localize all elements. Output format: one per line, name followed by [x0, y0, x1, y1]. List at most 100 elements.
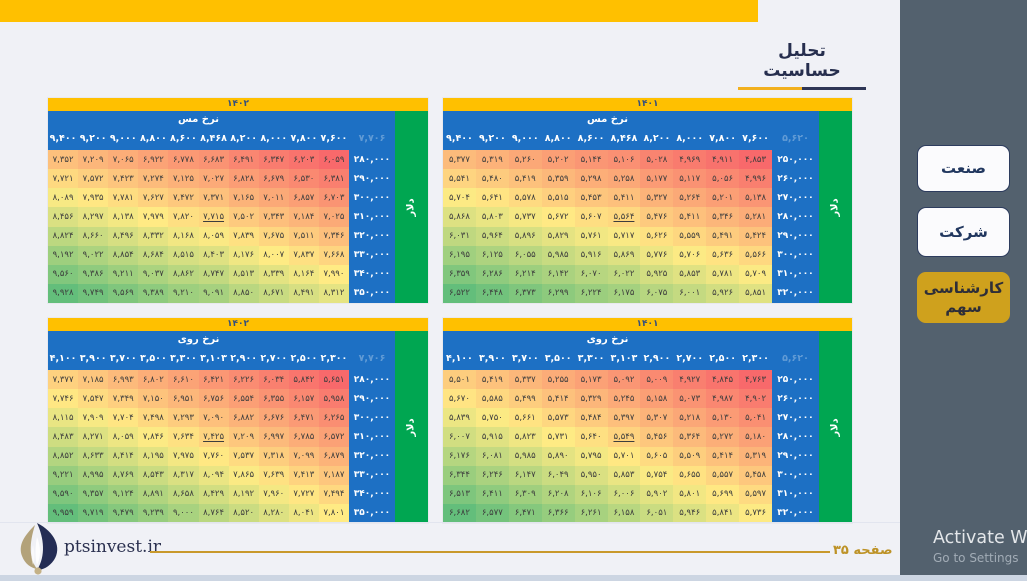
table-row: ۵,۵۴۱ ۵,۴۸۰ ۵,۴۱۹ ۵,۳۵۹ ۵,۲۹۸ ۵,۲۵۸ ۵,۱۷۷ ۵,۱۱۷…	[443, 169, 819, 189]
table-row: ۹,۲۲۱ ۸,۹۹۵ ۸,۷۶۹ ۸,۵۴۳ ۸,۳۱۷ ۸,۰۹۴ ۷,۸۶۵ ۷,۶۳۹…	[48, 465, 395, 485]
heat-cell: ۵,۷۳۷	[508, 207, 542, 227]
table-row: ۹,۹۲۸ ۹,۷۴۹ ۹,۵۶۹ ۹,۳۸۹ ۹,۲۱۰ ۹,۰۹۱ ۸,۸۵۰ ۸,۶۷۱…	[48, 283, 395, 303]
heat-cell: ۵,۵۵۹	[673, 226, 707, 246]
heat-cell: ۵,۴۱۴	[706, 446, 740, 466]
heat-cell: ۵,۸۰۳	[475, 207, 509, 227]
table-row: ۵,۷۰۴ ۵,۶۴۱ ۵,۵۷۸ ۵,۵۱۵ ۵,۴۵۳ ۵,۴۱۱ ۵,۳۲۷ ۵,۲۶۴…	[443, 188, 819, 208]
sidebar-button-industry[interactable]: صنعت	[917, 145, 1010, 192]
heat-cell: ۶,۰۰۷	[443, 427, 476, 447]
heat-cell: ۶,۳۵۵	[258, 389, 289, 409]
sensitivity-table-1402-zinc: ۱۴۰۲ نرخ روی ۴,۱۰۰ ۳,۹۰۰ ۳,۷۰۰ ۳,۵۰۰ ۳,۳۰۰ ۳,۱۰…	[48, 318, 428, 523]
heat-cell: ۷,۹۳۵	[78, 188, 109, 208]
heat-cell: ۸,۴۹۶	[108, 226, 139, 246]
heat-cell: ۵,۷۵۰	[475, 408, 509, 428]
heat-cell: ۶,۰۷۵	[640, 283, 674, 303]
heat-cell: ۵,۱۷۳	[574, 370, 608, 390]
heat-cell: ۸,۸۶۲	[168, 264, 199, 284]
sidebar-button-company[interactable]: شرکت	[917, 207, 1010, 257]
heat-cell: ۶,۰۲۲	[607, 264, 641, 284]
heat-cell: ۴,۸۵۳	[739, 150, 772, 170]
heat-cell: ۵,۸۹۰	[541, 446, 575, 466]
column-header: ۸,۸۰۰	[544, 133, 572, 144]
heat-cell: ۵,۲۱۸	[673, 408, 707, 428]
heat-cell: ۶,۰۵۱	[640, 503, 674, 523]
heat-cell: ۸,۷۶۴	[198, 503, 229, 523]
heat-cell: ۷,۹۷۵	[168, 446, 199, 466]
heat-cell: ۵,۶۰۷	[574, 207, 608, 227]
activate-windows-text: Activate W	[933, 528, 1027, 548]
table-row: ۶,۳۵۹ ۶,۲۸۶ ۶,۲۱۴ ۶,۱۴۲ ۶,۰۷۰ ۶,۰۲۲ ۵,۹۲۵ ۵,۸۵۳…	[443, 264, 819, 284]
column-header: ۸,۰۰۰	[260, 133, 288, 144]
heat-cell: ۴,۹۱۱	[706, 150, 740, 170]
heat-cell: ۵,۷۸۱	[706, 264, 740, 284]
heat-cell: ۵,۶۷۲	[541, 207, 575, 227]
heat-cell: ۵,۹۱۶	[574, 245, 608, 265]
heat-cell: ۶,۸۸۲	[228, 408, 259, 428]
heat-cell: ۷,۷۸۱	[108, 188, 139, 208]
heat-cell: ۷,۴۱۳	[288, 465, 319, 485]
heat-cell: ۶,۳۰۹	[508, 484, 542, 504]
heat-cell: ۷,۶۲۷	[138, 188, 169, 208]
heat-cell: ۸,۰۵۹	[198, 226, 229, 246]
table-main: نرخ مس ۹,۴۰۰ ۹,۲۰۰ ۹,۰۰۰ ۸,۸۰۰ ۸,۶۰۰ ۸,۴۶۸ ۸,۲۰…	[48, 111, 395, 303]
heat-cell: ۵,۳۶۴	[673, 427, 707, 447]
heat-cell: ۸,۰۸۹	[48, 188, 79, 208]
column-header: ۲,۷۰۰	[676, 353, 704, 364]
heat-cell: ۶,۱۰۶	[574, 484, 608, 504]
heat-cell: ۷,۵۰۲	[228, 207, 259, 227]
heat-cell: ۵,۴۵۸	[739, 465, 772, 485]
table-row: ۵,۵۰۱ ۵,۴۱۹ ۵,۳۳۷ ۵,۲۵۵ ۵,۱۷۳ ۵,۰۹۲ ۵,۰۰۹ ۴,۹۲۷…	[443, 370, 819, 390]
heat-cell: ۵,۰۲۸	[640, 150, 674, 170]
heat-cell: ۸,۶۳۳	[78, 446, 109, 466]
heat-cell: ۸,۴۸۳	[48, 427, 79, 447]
heat-cell: ۹,۰۹۱	[198, 283, 229, 303]
heat-cell: ۵,۰۰۹	[640, 370, 674, 390]
column-header: ۹,۲۰۰	[79, 133, 107, 144]
heat-cell: ۵,۳۱۹	[739, 446, 772, 466]
heat-cell: ۸,۸۵۲	[48, 446, 79, 466]
heat-cell: ۷,۸۲۰	[168, 207, 199, 227]
heat-cell: ۹,۹۵۹	[48, 503, 79, 523]
heat-cell: ۷,۲۰۹	[78, 150, 109, 170]
table-row: ۵,۳۷۷ ۵,۳۱۹ ۵,۲۶۰ ۵,۲۰۲ ۵,۱۴۴ ۵,۱۰۶ ۵,۰۲۸ ۴,۹۶۹…	[443, 150, 819, 170]
heat-cell: ۴,۸۴۵	[706, 370, 740, 390]
heat-cell: ۵,۲۷۲	[706, 427, 740, 447]
heat-cell: ۶,۰۷۰	[574, 264, 608, 284]
dollar-rate-row-label: ۳۵۰,۰۰۰	[349, 503, 395, 523]
sidebar-button-stock-analysis[interactable]: کارشناسی سهم	[917, 272, 1010, 323]
dollar-unit-label: دلار	[830, 417, 841, 437]
table-year-label: ۱۴۰۲	[48, 318, 428, 331]
column-header: ۹,۰۰۰	[109, 133, 137, 144]
heat-cell: ۶,۸۷۹	[318, 446, 349, 466]
heat-cell: ۵,۴۵۶	[640, 427, 674, 447]
heat-cell: ۶,۳۵۹	[443, 264, 476, 284]
heat-cell: ۸,۸۲۴	[48, 226, 79, 246]
dollar-rate-row-label: ۲۸۰,۰۰۰	[349, 370, 395, 390]
heat-cell: ۵,۷۱۷	[607, 226, 641, 246]
table-row: ۹,۵۹۰ ۹,۳۵۷ ۹,۱۲۴ ۸,۸۹۱ ۸,۶۵۸ ۸,۴۲۹ ۸,۱۹۲ ۷,۹۶۰…	[48, 484, 395, 504]
heat-cell: ۶,۶۷۹	[258, 169, 289, 189]
dollar-rate-row-label: ۳۴۰,۰۰۰	[349, 484, 395, 504]
table-main: نرخ روی ۴,۱۰۰ ۳,۹۰۰ ۳,۷۰۰ ۳,۵۰۰ ۳,۳۰۰ ۳,۱۰۳ ۲,۹…	[48, 331, 395, 523]
heat-cell: ۷,۳۱۸	[258, 446, 289, 466]
column-header: ۳,۹۰۰	[478, 353, 506, 364]
column-header: ۸,۴۶۸	[200, 133, 227, 144]
heat-cell: ۹,۷۱۹	[78, 503, 109, 523]
column-header: ۸,۸۰۰	[139, 133, 167, 144]
dollar-rate-row-label: ۳۲۰,۰۰۰	[349, 226, 395, 246]
go-to-settings-link[interactable]: Go to Settings	[933, 551, 1019, 565]
heat-cell: ۶,۲۲۴	[574, 283, 608, 303]
heat-cell: ۵,۱۸۰	[739, 427, 772, 447]
footer-gold-line	[150, 551, 830, 553]
heat-cell: ۸,۷۴۷	[198, 264, 229, 284]
heat-cell: ۵,۷۰۱	[607, 446, 641, 466]
heat-cell: ۵,۳۷۷	[443, 150, 476, 170]
heat-cell: ۶,۳۷۳	[508, 283, 542, 303]
table-body: نرخ مس ۹,۴۰۰ ۹,۲۰۰ ۹,۰۰۰ ۸,۸۰۰ ۸,۶۰۰ ۸,۴۶۸ ۸,۲۰…	[443, 111, 852, 303]
title-underline-gold	[738, 87, 802, 90]
heat-cell: ۶,۱۴۷	[508, 465, 542, 485]
heat-cell: ۸,۱۹۵	[138, 446, 169, 466]
heat-cell: ۵,۵۶۴	[607, 207, 641, 227]
column-header: ۳,۳۰۰	[577, 353, 605, 364]
table-body: نرخ روی ۴,۱۰۰ ۳,۹۰۰ ۳,۷۰۰ ۳,۵۰۰ ۳,۳۰۰ ۳,۱۰۳ ۲,۹…	[48, 331, 428, 523]
